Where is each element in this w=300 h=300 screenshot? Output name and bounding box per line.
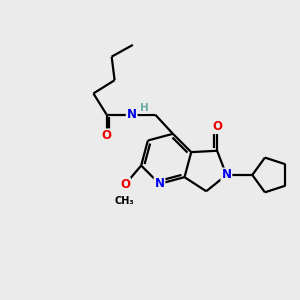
- Text: O: O: [102, 129, 112, 142]
- Text: H: H: [140, 103, 148, 113]
- Text: O: O: [212, 120, 222, 133]
- Text: O: O: [120, 178, 130, 191]
- Text: N: N: [127, 108, 137, 121]
- Text: N: N: [221, 169, 231, 182]
- Text: CH₃: CH₃: [115, 196, 134, 206]
- Text: N: N: [154, 177, 164, 190]
